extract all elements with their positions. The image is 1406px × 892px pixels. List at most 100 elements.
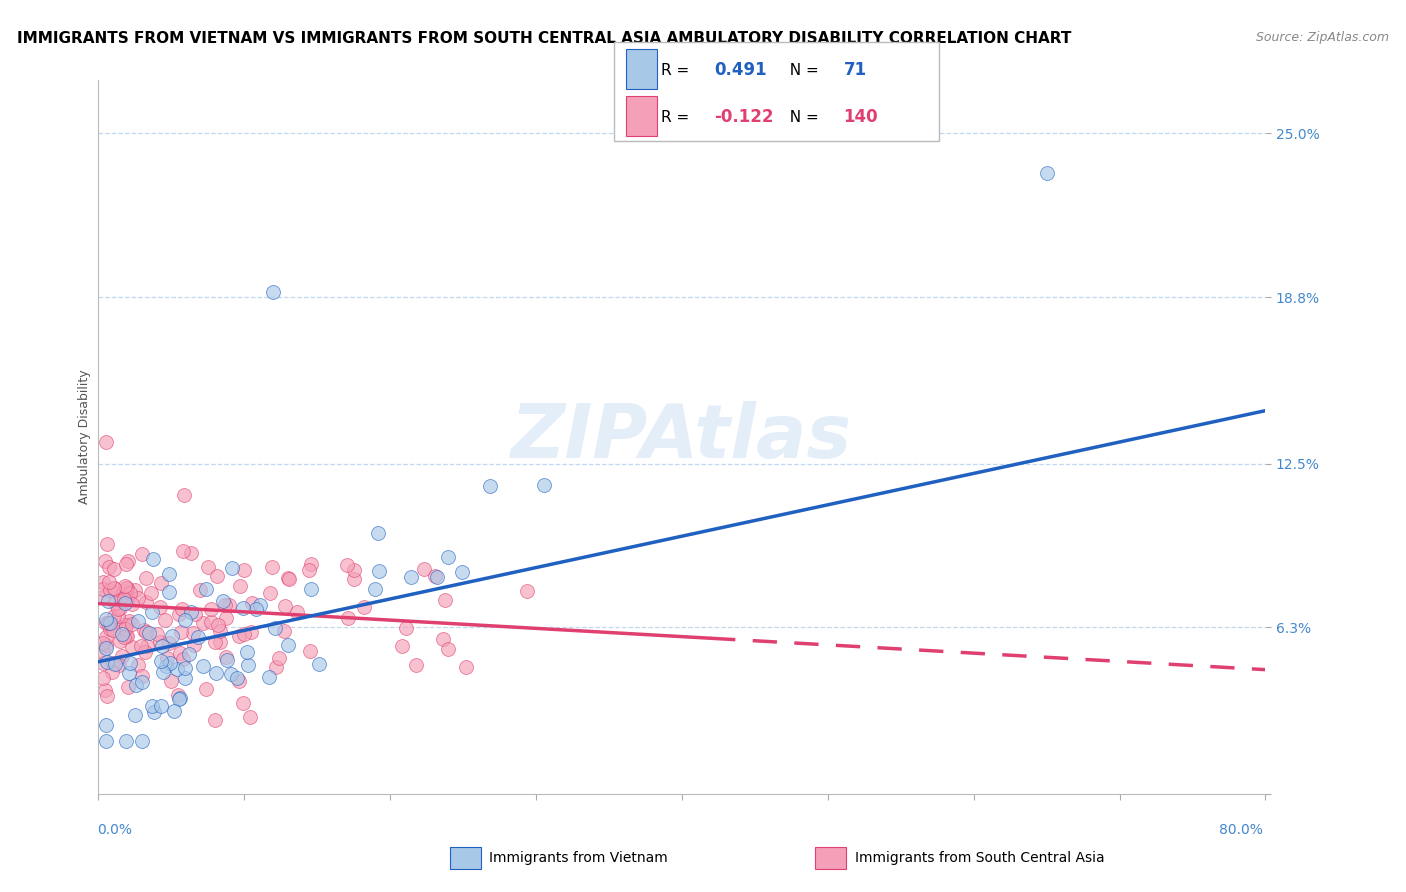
Point: [364, 582, 387, 596]
Point: [107, 609, 129, 624]
Point: [96, 689, 118, 703]
Point: [177, 647, 200, 661]
Point: [91, 590, 114, 604]
Point: [111, 648, 134, 663]
Point: [229, 579, 252, 593]
Y-axis label: Ambulatory Disability: Ambulatory Disability: [79, 370, 91, 504]
Text: 71: 71: [844, 62, 866, 79]
Point: [159, 656, 181, 670]
Point: [94, 616, 117, 631]
Text: N =: N =: [780, 62, 824, 78]
Point: [454, 660, 477, 674]
Point: [143, 706, 166, 720]
Point: [131, 547, 153, 561]
Point: [94, 435, 117, 450]
Point: [124, 583, 146, 598]
Point: [94, 718, 117, 732]
Point: [110, 594, 132, 608]
Point: [298, 644, 321, 658]
Point: [298, 563, 321, 577]
Point: [103, 581, 125, 595]
Point: [152, 665, 174, 680]
Point: [367, 525, 389, 540]
Point: [204, 713, 226, 727]
Point: [249, 598, 271, 612]
Point: [127, 614, 149, 628]
Point: [262, 285, 284, 299]
Point: [194, 681, 217, 696]
Point: [103, 561, 125, 575]
Point: [336, 558, 359, 572]
Point: [118, 615, 141, 629]
Point: [98, 622, 121, 636]
Point: [478, 479, 501, 493]
Point: [112, 630, 135, 644]
Point: [212, 594, 235, 608]
Point: [104, 657, 127, 671]
Point: [218, 598, 240, 612]
Point: [353, 600, 375, 615]
Point: [217, 653, 239, 667]
Point: [114, 579, 136, 593]
Point: [101, 623, 124, 637]
Point: [274, 599, 297, 614]
Point: [267, 651, 290, 665]
Text: R =: R =: [661, 110, 695, 125]
Point: [94, 612, 117, 626]
Text: R =: R =: [661, 62, 695, 78]
Point: [152, 639, 174, 653]
Point: [103, 609, 125, 624]
Text: 140: 140: [844, 108, 879, 126]
Point: [96, 638, 118, 652]
Point: [156, 650, 179, 665]
Point: [117, 680, 139, 694]
Point: [136, 640, 159, 654]
Point: [118, 657, 141, 671]
Point: [103, 581, 125, 595]
Point: [188, 582, 211, 597]
Point: [98, 583, 121, 598]
Point: [226, 671, 249, 685]
Point: [121, 616, 143, 631]
Point: [112, 591, 135, 606]
Point: [264, 621, 287, 635]
Point: [134, 645, 156, 659]
Point: [240, 624, 263, 639]
Point: [132, 623, 155, 637]
Text: Immigrants from Vietnam: Immigrants from Vietnam: [489, 851, 668, 865]
Text: Source: ZipAtlas.com: Source: ZipAtlas.com: [1256, 31, 1389, 45]
Point: [391, 639, 413, 653]
Point: [142, 551, 165, 566]
Point: [399, 570, 422, 584]
Point: [94, 630, 117, 644]
Point: [173, 661, 195, 675]
Point: [1035, 166, 1057, 180]
Point: [107, 658, 129, 673]
Point: [115, 734, 138, 748]
Point: [170, 625, 193, 640]
Point: [233, 626, 256, 640]
Point: [115, 581, 138, 595]
Point: [437, 549, 460, 564]
Point: [96, 537, 118, 551]
Point: [187, 630, 209, 644]
Point: [167, 688, 190, 702]
Point: [235, 644, 257, 658]
Point: [94, 641, 117, 656]
Point: [219, 666, 242, 681]
Point: [205, 666, 228, 681]
Point: [180, 545, 202, 559]
Point: [117, 554, 139, 568]
Point: [120, 586, 142, 600]
Point: [343, 563, 366, 577]
Point: [204, 635, 226, 649]
Point: [91, 582, 114, 596]
Point: [405, 658, 427, 673]
Point: [135, 570, 157, 584]
Point: [93, 683, 115, 698]
Point: [183, 639, 205, 653]
Point: [257, 670, 280, 684]
Point: [155, 659, 177, 673]
Text: -0.122: -0.122: [714, 108, 773, 126]
Point: [111, 627, 134, 641]
